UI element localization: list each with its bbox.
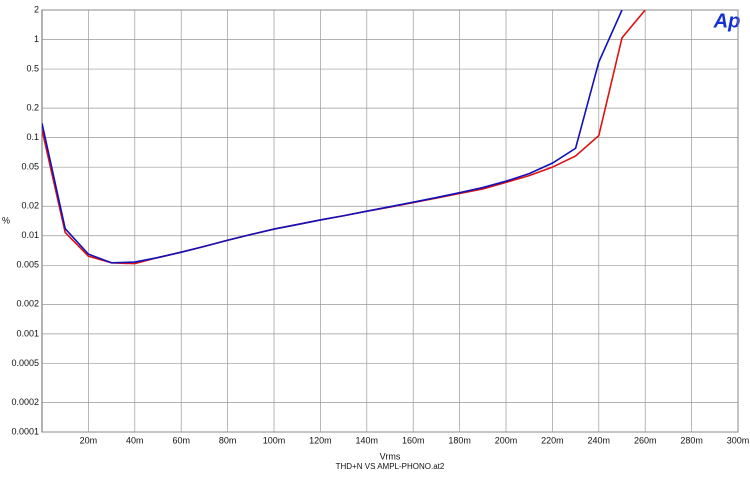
x-tick-label: 40m [126, 435, 144, 445]
x-tick-label: 240m [588, 435, 611, 445]
x-tick-label: 280m [680, 435, 703, 445]
x-tick-label: 140m [356, 435, 379, 445]
plot-frame [41, 9, 739, 433]
y-tick-label: 0.02 [21, 201, 39, 211]
y-tick-label: 0.1 [26, 132, 39, 142]
y-tick-label: 2 [34, 4, 39, 14]
x-tick-label: 200m [495, 435, 518, 445]
logo: Ap [713, 10, 741, 32]
y-tick-label: 0.05 [21, 162, 39, 172]
y-tick-label: 0.2 [26, 102, 39, 112]
y-tick-label: 0.0005 [11, 358, 39, 368]
y-tick-label: 0.005 [16, 260, 39, 270]
x-tick-label: 160m [402, 435, 425, 445]
x-tick-label: 20m [80, 435, 98, 445]
y-tick-label: 0.0001 [11, 426, 39, 436]
y-tick-label: 0.001 [16, 328, 39, 338]
y-axis-label: % [2, 215, 10, 225]
footer: THD+N VS AMPL-PHONO.at2 [336, 462, 445, 471]
y-tick-label: 1 [34, 34, 39, 44]
data-line [42, 10, 623, 264]
x-axis-label: Vrms [380, 451, 401, 461]
x-tick-label: 100m [263, 435, 286, 445]
data-line [42, 10, 646, 265]
y-tick-label: 0.01 [21, 230, 39, 240]
y-tick-label: 0.0002 [11, 397, 39, 407]
x-tick-label: 300m [727, 435, 750, 445]
x-tick-label: 60m [172, 435, 190, 445]
x-tick-label: 120m [309, 435, 332, 445]
y-tick-label: 0.002 [16, 299, 39, 309]
x-tick-label: 180m [448, 435, 471, 445]
y-tick-label: 0.5 [26, 63, 39, 73]
x-tick-label: 80m [219, 435, 237, 445]
x-tick-label: 260m [634, 435, 657, 445]
x-tick-label: 220m [541, 435, 564, 445]
